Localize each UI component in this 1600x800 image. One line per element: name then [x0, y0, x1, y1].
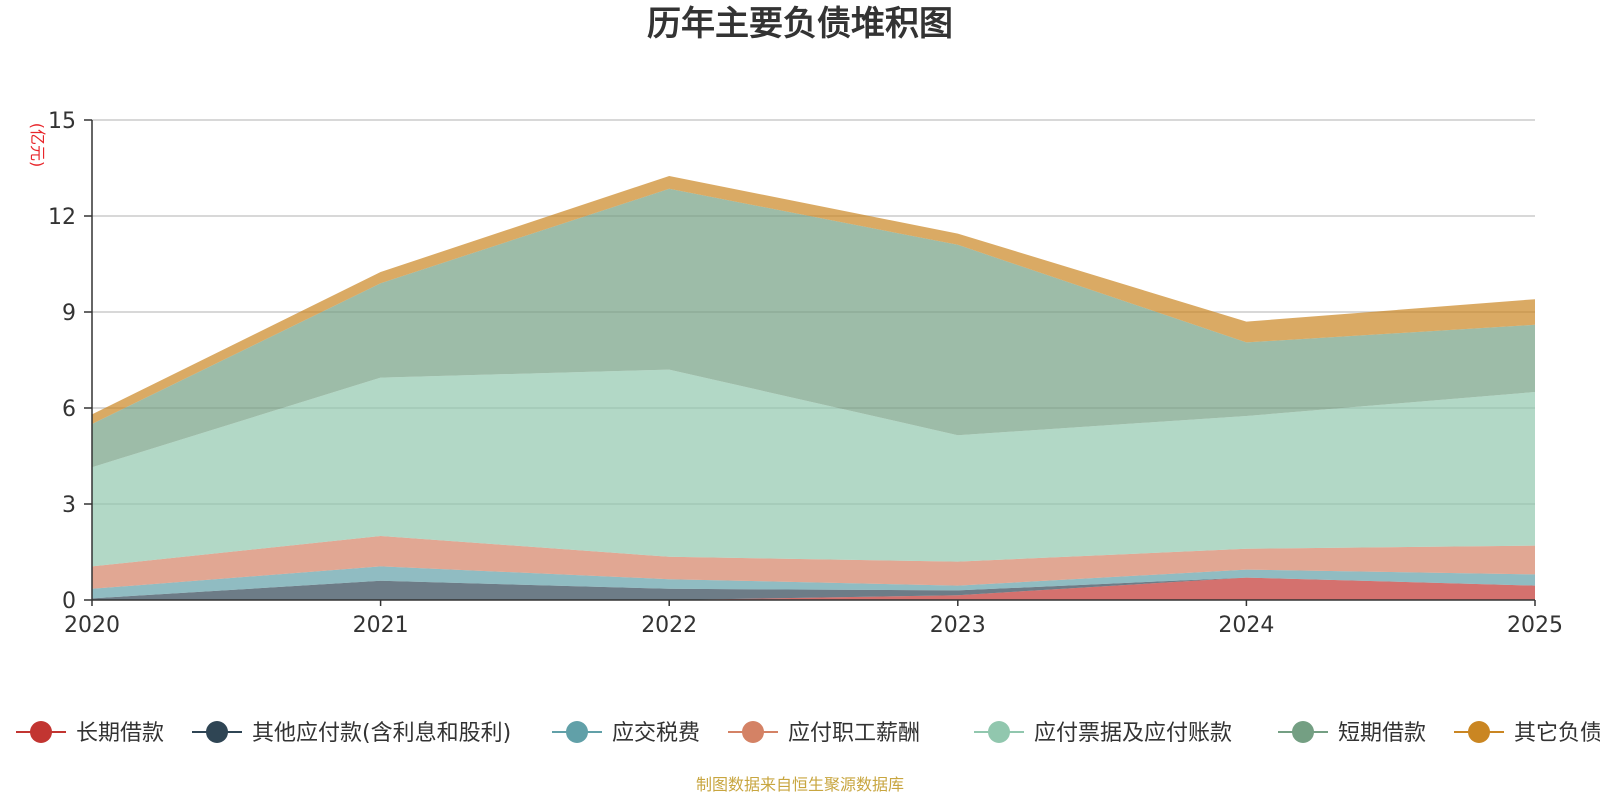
legend-marker-icon — [1468, 721, 1490, 743]
legend-label: 应交税费 — [612, 721, 700, 746]
legend-marker-icon — [206, 721, 228, 743]
area-series-应付职工薪酬 — [92, 536, 1535, 589]
x-tick-label: 2023 — [930, 613, 986, 638]
legend-item[interactable]: 应付票据及应付账款 — [974, 721, 1232, 746]
x-tick-label: 2022 — [641, 613, 697, 638]
x-tick-label: 2025 — [1507, 613, 1563, 638]
area-series-应付票据及应付账款 — [92, 369, 1535, 567]
legend-label: 应付票据及应付账款 — [1034, 721, 1232, 746]
legend-label: 其它负债 — [1514, 721, 1600, 746]
legend-label: 短期借款 — [1338, 721, 1426, 746]
legend-label: 长期借款 — [76, 721, 164, 746]
y-tick-label: 15 — [48, 109, 76, 134]
area-series-长期借款 — [92, 577, 1535, 600]
y-tick-label: 9 — [62, 301, 76, 326]
legend-label: 其他应付款(含利息和股利) — [252, 721, 511, 746]
legend-item[interactable]: 应付职工薪酬 — [728, 721, 920, 746]
area-series-其他应付款(含利息和股利) — [92, 577, 1535, 600]
legend-label: 应付职工薪酬 — [788, 721, 920, 746]
x-tick-label: 2024 — [1218, 613, 1274, 638]
x-tick-label: 2021 — [353, 613, 409, 638]
y-tick-label: 12 — [48, 205, 76, 230]
legend-marker-icon — [30, 721, 52, 743]
y-tick-label: 6 — [62, 397, 76, 422]
y-tick-label: 0 — [62, 589, 76, 614]
chart-title: 历年主要负债堆积图 — [647, 4, 953, 44]
legend-item[interactable]: 应交税费 — [552, 721, 700, 746]
legend-item[interactable]: 其他应付款(含利息和股利) — [192, 721, 511, 746]
legend-marker-icon — [566, 721, 588, 743]
legend-item[interactable]: 短期借款 — [1278, 721, 1426, 746]
legend-item[interactable]: 其它负债 — [1454, 721, 1600, 746]
legend-item[interactable]: 长期借款 — [16, 721, 164, 746]
source-note: 制图数据来自恒生聚源数据库 — [696, 775, 904, 794]
area-series — [92, 176, 1535, 600]
x-tick-label: 2020 — [64, 613, 120, 638]
y-tick-label: 3 — [62, 493, 76, 518]
legend-marker-icon — [1292, 721, 1314, 743]
legend[interactable]: 长期借款 其他应付款(含利息和股利) 应交税费 应付职工薪酬 应付票据及应付账款 短期借款… — [16, 721, 1600, 746]
area-series-短期借款 — [92, 188, 1535, 468]
legend-marker-icon — [988, 721, 1010, 743]
area-series-应交税费 — [92, 566, 1535, 599]
legend-marker-icon — [742, 721, 764, 743]
y-axis-unit-label: (亿元) — [28, 123, 47, 168]
axes: 0 3 6 9 12 15 2020 2021 2022 2023 2024 2025 — [48, 109, 1563, 638]
